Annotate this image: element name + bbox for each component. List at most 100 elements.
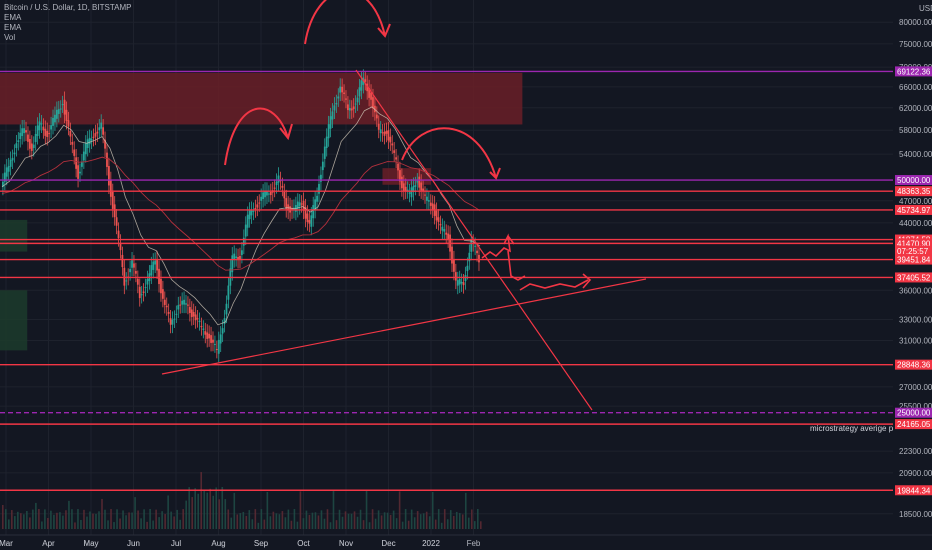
x-tick-label: Sep xyxy=(254,539,269,548)
candle-body xyxy=(385,130,388,134)
candle-body xyxy=(121,254,124,268)
volume-bar xyxy=(335,520,338,529)
volume-bar xyxy=(56,512,58,529)
candle-body xyxy=(17,140,20,142)
microstrategy-annotation: microstrategy averige price BTC xyxy=(810,424,924,433)
volume-bar xyxy=(476,509,479,529)
volume-bar xyxy=(206,492,209,529)
candle-body xyxy=(19,132,22,139)
support-trendline xyxy=(161,278,647,375)
volume-bar xyxy=(122,510,124,529)
level-price-tag-bg xyxy=(895,485,932,496)
candle-body xyxy=(57,109,60,114)
candle-body xyxy=(202,328,205,330)
candle-body xyxy=(71,141,74,145)
volume-bar xyxy=(410,509,413,529)
candle-body xyxy=(146,279,149,285)
volume-bar xyxy=(47,517,49,529)
candle-body xyxy=(273,187,276,189)
candle-body xyxy=(314,199,317,210)
volume-bar xyxy=(251,519,254,529)
volume-bar xyxy=(284,517,287,529)
volume-bar xyxy=(254,509,257,529)
indicator-ema-2[interactable]: EMA xyxy=(4,23,22,32)
indicator-ema-1[interactable]: EMA xyxy=(4,13,22,22)
volume-bar xyxy=(449,510,452,529)
volume-bar xyxy=(437,509,440,529)
candle-body xyxy=(418,176,421,188)
y-tick-label: 31000.00 xyxy=(899,337,932,346)
level-price-tag: 07:25:57 xyxy=(897,247,929,256)
candle-body xyxy=(267,193,270,195)
volume-bar xyxy=(38,509,40,529)
volume-bar xyxy=(464,492,467,529)
candle-body xyxy=(160,278,162,294)
volume-bar xyxy=(8,519,10,529)
candle-body xyxy=(11,157,14,161)
candle-body xyxy=(331,111,334,120)
volume-bar xyxy=(248,510,251,529)
volume-bar xyxy=(326,509,329,529)
volume-bar xyxy=(86,516,88,529)
candle-body xyxy=(44,128,47,136)
candle-body xyxy=(194,314,197,321)
candle-body xyxy=(283,191,286,199)
volume-bar xyxy=(386,512,389,529)
volume-bar xyxy=(413,517,416,529)
y-tick-label: 75000.00 xyxy=(899,40,932,49)
candle-body xyxy=(460,281,463,284)
level-price-tag: 41470.90 xyxy=(897,239,931,248)
y-tick-label: 54000.00 xyxy=(899,150,932,159)
y-tick-label: 18500.00 xyxy=(899,510,932,519)
candle-body xyxy=(354,103,357,105)
arrow-drawing xyxy=(224,107,293,166)
volume-bar xyxy=(380,515,383,529)
x-tick-label: Oct xyxy=(297,539,310,548)
volume-bar xyxy=(29,517,31,529)
candle-body xyxy=(117,230,120,239)
volume-bar xyxy=(149,509,151,529)
level-price-tag: 69122.36 xyxy=(897,67,931,76)
x-tick-label: May xyxy=(83,539,98,548)
candle-body xyxy=(59,108,62,110)
candle-body xyxy=(69,130,72,137)
candle-body xyxy=(54,114,56,123)
volume-bar xyxy=(407,520,410,529)
candle-body xyxy=(435,210,438,221)
candle-body xyxy=(341,86,344,93)
y-tick-label: 66000.00 xyxy=(899,83,932,92)
volume-bar xyxy=(71,509,73,529)
candle-body xyxy=(28,138,31,149)
candle-body xyxy=(187,304,189,306)
candle-body xyxy=(175,313,178,315)
candle-body xyxy=(281,185,284,188)
volume-bar xyxy=(239,513,242,529)
candle-body xyxy=(169,318,172,325)
candle-body xyxy=(260,196,263,201)
candle-body xyxy=(269,191,272,196)
candle-body xyxy=(46,130,49,138)
candle-body xyxy=(190,309,193,318)
candle-body xyxy=(277,175,280,183)
indicator-volume[interactable]: Vol xyxy=(4,33,16,42)
candle-body xyxy=(177,305,180,310)
symbol-title[interactable]: Bitcoin / U.S. Dollar, 1D, BITSTAMP xyxy=(4,3,132,12)
candle-body xyxy=(181,300,184,305)
candle-body xyxy=(200,325,203,328)
volume-bar xyxy=(281,511,284,529)
candle-body xyxy=(381,132,384,134)
ema-slow-line xyxy=(1,156,481,271)
candle-body xyxy=(204,331,207,335)
level-price-tag: 45734.97 xyxy=(897,206,931,215)
candle-body xyxy=(429,202,432,206)
candle-body xyxy=(40,123,43,125)
candle-body xyxy=(335,103,338,105)
candle-body xyxy=(223,318,226,324)
candle-body xyxy=(7,166,10,172)
candle-body xyxy=(86,139,89,149)
y-tick-label: 36000.00 xyxy=(899,286,932,295)
volume-bar xyxy=(365,491,368,529)
candle-body xyxy=(258,202,261,204)
volume-bar xyxy=(50,510,52,529)
